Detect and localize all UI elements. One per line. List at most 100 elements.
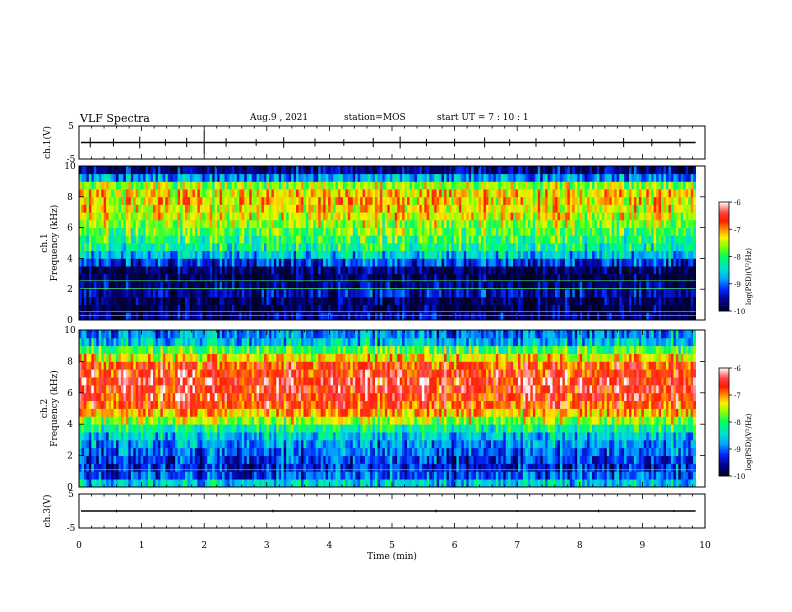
- ch1-spec-cell: [140, 235, 144, 244]
- ch1-spec-cell: [673, 281, 677, 290]
- ch1-spec-cell: [182, 166, 186, 175]
- ch1-spec-cell: [236, 266, 240, 275]
- ch1-spec-cell: [421, 296, 425, 305]
- ch1-spec-cell: [372, 227, 376, 236]
- ch1-spec-cell: [643, 166, 647, 175]
- ch1-spec-cell: [614, 219, 618, 228]
- ch1-spec-cell: [128, 273, 132, 282]
- ch1-spec-cell: [224, 250, 228, 259]
- ch1-spec-cell: [298, 258, 302, 267]
- ch1-spec-cell: [286, 235, 290, 244]
- ch1-spec-cell: [522, 173, 526, 182]
- ch1-spec-cell: [128, 235, 132, 244]
- ch1-spec-cell: [291, 173, 294, 182]
- ch1-spec-cell: [387, 219, 391, 228]
- ch1-spec-cell: [515, 289, 519, 298]
- ch1-spec-cell: [559, 266, 563, 275]
- ch1-spec-cell: [367, 258, 371, 267]
- ch1-spec-cell: [606, 281, 610, 290]
- ch1-spec-cell: [330, 219, 334, 228]
- ch1-spec-cell: [411, 304, 415, 313]
- ch1-spec-cell: [263, 227, 267, 236]
- ch1-spec-cell: [431, 173, 435, 182]
- ch1-spec-cell: [135, 289, 139, 298]
- ch1-spec-cell: [98, 227, 102, 236]
- ch1-spec-cell: [229, 173, 233, 182]
- ch1-spec-cell: [239, 181, 243, 190]
- ch1-spec-cell: [569, 258, 573, 267]
- ch1-spec-cell: [481, 227, 484, 236]
- ch1-spec-cell: [83, 296, 87, 305]
- ch1-spec-cell: [298, 166, 302, 175]
- ch1-spec-cell: [407, 243, 410, 252]
- ch1-spec-cell: [246, 189, 250, 198]
- ch1-spec-cell: [123, 289, 127, 298]
- ch1-spec-cell: [372, 204, 376, 213]
- ch1-spec-cell: [592, 181, 595, 190]
- ch1-spec-cell: [663, 296, 667, 305]
- ch1-spec-cell: [439, 243, 442, 252]
- ch1-spec-cell: [162, 166, 166, 175]
- ch1-spec-cell: [419, 212, 423, 221]
- ch1-spec-cell: [165, 304, 169, 313]
- ch1-spec-cell: [402, 312, 405, 321]
- ch1-spec-cell: [461, 258, 465, 267]
- ch1-spec-cell: [468, 235, 472, 244]
- ch1-spec-cell: [550, 296, 553, 305]
- ch1-spec-cell: [281, 296, 285, 305]
- ch1-spec-cell: [379, 250, 383, 259]
- ch1-spec-cell: [621, 258, 625, 267]
- ch1-spec-cell: [629, 196, 632, 205]
- ch1-spec-cell: [636, 196, 640, 205]
- ch1-spec-cell: [167, 273, 171, 282]
- ch1-spec-cell: [152, 312, 156, 321]
- ch1-spec-cell: [150, 189, 154, 198]
- ch1-spec-cell: [125, 219, 129, 228]
- ch1-spec-cell: [283, 312, 287, 321]
- ch1-spec-cell: [231, 166, 235, 175]
- ch1-spec-cell: [456, 281, 460, 290]
- ch1-spec-cell: [498, 204, 502, 213]
- ch1-spec-cell: [441, 181, 445, 190]
- ch1-spec-cell: [367, 273, 371, 282]
- ch1-spec-cell: [199, 258, 203, 267]
- ch1-spec-cell: [182, 312, 186, 321]
- ch1-spec-cell: [636, 258, 640, 267]
- ch1-spec-cell: [130, 289, 134, 298]
- ch1-spec-cell: [204, 212, 208, 221]
- ch1-spec-cell: [217, 258, 220, 267]
- ch1-spec-cell: [352, 243, 356, 252]
- ch1-spec-cell: [577, 304, 581, 313]
- ch1-spec-cell: [402, 250, 405, 259]
- ch1-spec-cell: [633, 181, 637, 190]
- ch1-spec-cell: [177, 212, 181, 221]
- ch1-spec-cell: [537, 219, 541, 228]
- ch1-spec-cell: [187, 235, 191, 244]
- ch1-spec-cell: [663, 273, 667, 282]
- ch1-spec-cell: [305, 243, 309, 252]
- ch1-spec-cell: [261, 235, 265, 244]
- ch1-spec-cell: [532, 312, 536, 321]
- ch1-spec-cell: [510, 296, 514, 305]
- ch1-spec-cell: [409, 235, 413, 244]
- ch1-spec-cell: [611, 173, 615, 182]
- ch1-spec-cell: [150, 304, 154, 313]
- ch1-spec-cell: [323, 258, 327, 267]
- ch1-spec-cell: [527, 196, 531, 205]
- ch1-spec-cell: [204, 189, 208, 198]
- ch1-spec-cell: [308, 227, 312, 236]
- ch1-spec-cell: [143, 173, 146, 182]
- ch1-spec-cell: [177, 173, 181, 182]
- ch1-spec-cell: [503, 258, 507, 267]
- ch1-spec-cell: [453, 219, 457, 228]
- ch1-spec-cell: [276, 219, 280, 228]
- ch1-spec-cell: [648, 173, 652, 182]
- ch1-spec-cell: [365, 250, 368, 259]
- ch1-spec-cell: [596, 173, 600, 182]
- ch1-spec-cell: [81, 243, 85, 252]
- ch1-spec-cell: [503, 196, 507, 205]
- ch1-spec-cell: [656, 243, 660, 252]
- ch1-spec-cell: [86, 166, 90, 175]
- ch1-spec-cell: [648, 219, 652, 228]
- ch1-spec-cell: [451, 273, 455, 282]
